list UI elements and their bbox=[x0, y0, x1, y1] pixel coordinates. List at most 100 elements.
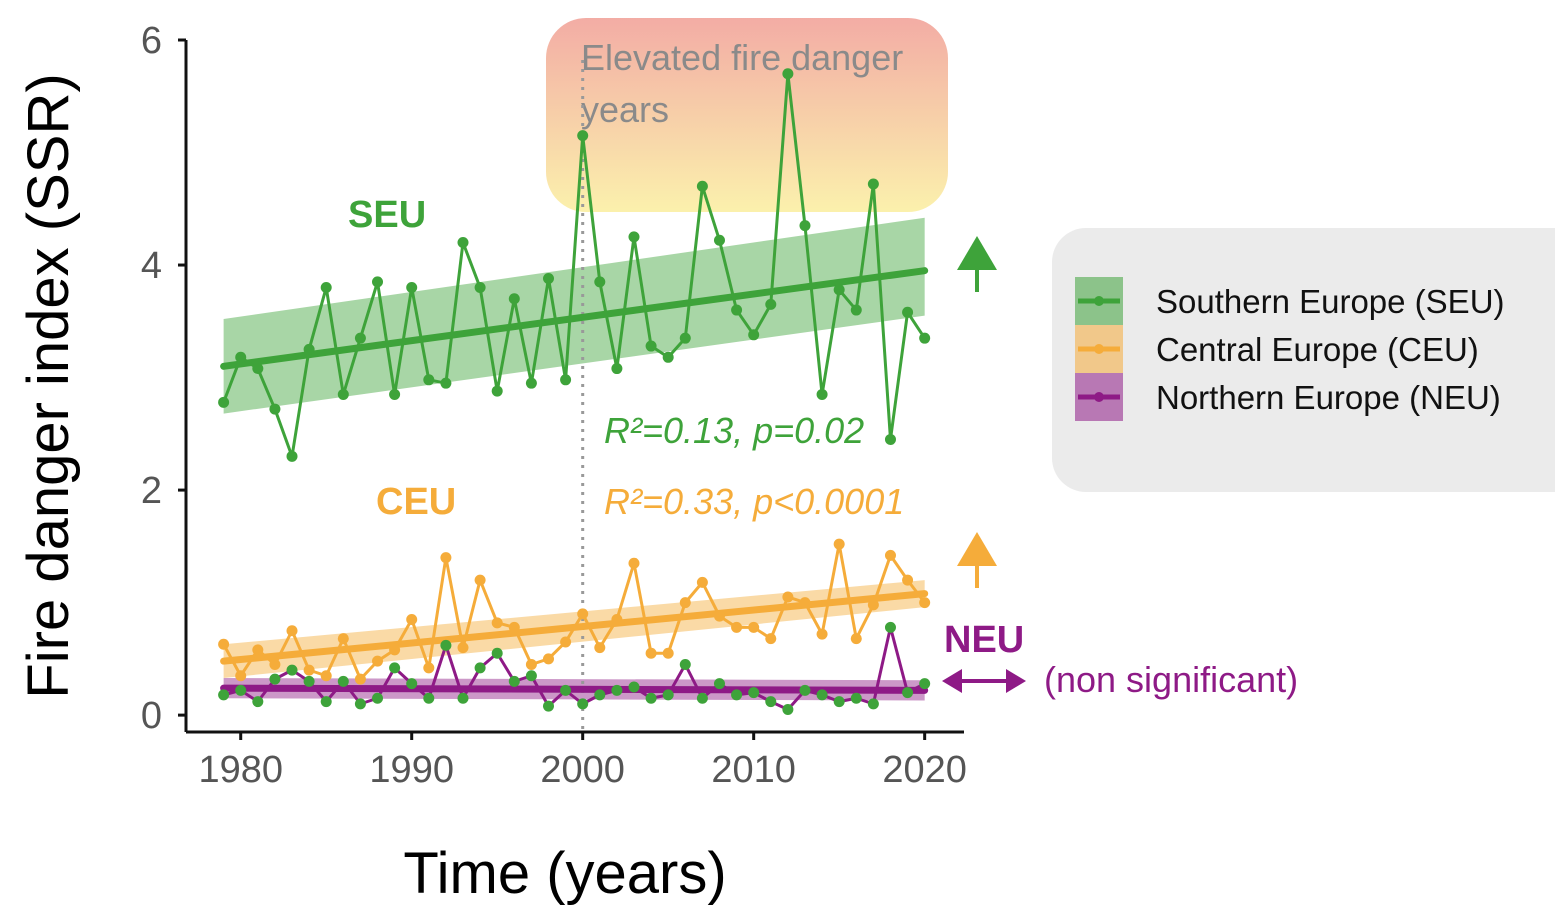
ceu-regression-stats: R²=0.33, p<0.0001 bbox=[604, 481, 904, 522]
seu-data-point bbox=[560, 374, 572, 386]
ceu-data-point bbox=[696, 576, 708, 588]
ceu-data-point bbox=[235, 670, 247, 682]
seu-data-point bbox=[457, 237, 469, 249]
ceu-data-point bbox=[457, 642, 469, 654]
ceu-data-point bbox=[252, 644, 264, 656]
data-series bbox=[218, 68, 931, 715]
seu-data-point bbox=[286, 450, 298, 462]
neu-non-significant-note: (non significant) bbox=[1044, 659, 1298, 700]
seu-data-point bbox=[748, 329, 760, 341]
ceu-data-point bbox=[508, 621, 520, 633]
neu-data-point bbox=[731, 689, 743, 701]
ceu-data-point bbox=[748, 621, 760, 633]
legend-item-neu: Northern Europe (NEU) bbox=[1075, 373, 1501, 421]
ceu-data-point bbox=[406, 613, 418, 625]
neu-data-point bbox=[577, 698, 589, 710]
neu-data-point bbox=[457, 692, 469, 704]
y-tick-label: 0 bbox=[141, 695, 162, 737]
legend: Southern Europe (SEU) Central Europe (CEU… bbox=[1052, 228, 1555, 492]
ceu-data-point bbox=[679, 597, 691, 609]
seu-data-point bbox=[594, 276, 606, 288]
seu-data-point bbox=[389, 388, 401, 400]
ceu-data-point bbox=[525, 658, 537, 670]
y-ticks: 0 2 4 6 bbox=[141, 20, 186, 737]
neu-data-point bbox=[850, 692, 862, 704]
highlight-area: Elevated fire danger years bbox=[546, 18, 948, 212]
seu-data-point bbox=[782, 68, 794, 80]
seu-region-label: SEU bbox=[348, 194, 426, 236]
ceu-data-point bbox=[389, 644, 401, 656]
seu-increase-arrow-icon bbox=[957, 236, 997, 292]
neu-data-point bbox=[286, 664, 298, 676]
ceu-data-point bbox=[354, 673, 366, 685]
neu-data-point bbox=[354, 698, 366, 710]
ceu-data-point bbox=[611, 613, 623, 625]
seu-data-point bbox=[440, 377, 452, 389]
ceu-data-point bbox=[782, 591, 794, 603]
seu-data-point bbox=[218, 396, 230, 408]
ceu-data-point bbox=[337, 633, 349, 645]
neu-data-point bbox=[525, 670, 537, 682]
neu-data-point bbox=[645, 692, 657, 704]
ceu-region-label: CEU bbox=[376, 481, 456, 523]
seu-data-point bbox=[372, 276, 384, 288]
seu-data-point bbox=[679, 332, 691, 344]
x-tick-label: 1980 bbox=[198, 749, 283, 791]
seu-data-point bbox=[799, 220, 811, 232]
ceu-data-point bbox=[816, 628, 828, 640]
ceu-data-point bbox=[645, 647, 657, 659]
neu-data-point bbox=[679, 658, 691, 670]
legend-label: Northern Europe (NEU) bbox=[1156, 379, 1501, 416]
neu-data-point bbox=[884, 621, 896, 633]
y-axis-title: Fire danger index (SSR) bbox=[16, 73, 81, 698]
x-tick-label: 2000 bbox=[540, 749, 625, 791]
neu-data-point bbox=[542, 700, 554, 712]
ceu-data-point bbox=[713, 610, 725, 622]
seu-data-point bbox=[833, 284, 845, 296]
seu-regression-stats: R²=0.13, p=0.02 bbox=[604, 410, 864, 451]
ceu-data-point bbox=[423, 662, 435, 674]
seu-data-point bbox=[303, 343, 315, 355]
x-ticks: 1980 1990 2000 2010 2020 bbox=[198, 732, 967, 791]
seu-data-point bbox=[474, 282, 486, 294]
seu-data-point bbox=[525, 377, 537, 389]
ceu-series-line bbox=[222, 542, 926, 681]
seu-data-point bbox=[765, 298, 777, 310]
seu-data-point bbox=[731, 304, 743, 316]
elevated-danger-label-line1: Elevated fire danger bbox=[581, 37, 903, 78]
ceu-data-point bbox=[919, 597, 931, 609]
ceu-data-point bbox=[320, 670, 332, 682]
seu-data-point bbox=[577, 130, 589, 142]
seu-data-point bbox=[406, 282, 418, 294]
neu-data-point bbox=[269, 673, 281, 685]
seu-data-point bbox=[423, 374, 435, 386]
x-tick-label: 1990 bbox=[369, 749, 454, 791]
ceu-data-point bbox=[218, 638, 230, 650]
neu-data-point bbox=[235, 684, 247, 696]
legend-background bbox=[1052, 228, 1555, 492]
ceu-data-point bbox=[542, 653, 554, 665]
neu-data-point bbox=[867, 698, 879, 710]
seu-data-point bbox=[337, 388, 349, 400]
neu-data-point bbox=[406, 678, 418, 690]
legend-item-ceu: Central Europe (CEU) bbox=[1075, 325, 1479, 373]
ceu-data-point bbox=[372, 655, 384, 667]
seu-data-point bbox=[713, 234, 725, 246]
seu-series bbox=[218, 68, 931, 462]
ceu-data-point bbox=[491, 617, 503, 629]
neu-data-point bbox=[696, 692, 708, 704]
y-tick-label: 6 bbox=[141, 20, 162, 62]
neu-data-point bbox=[594, 689, 606, 701]
axes: 0 2 4 6 1980 1990 2000 2010 2020 bbox=[141, 20, 967, 791]
x-tick-label: 2010 bbox=[711, 749, 796, 791]
neu-data-point bbox=[902, 687, 914, 699]
ceu-data-point bbox=[884, 549, 896, 561]
elevated-danger-label-line2: years bbox=[581, 89, 669, 130]
ceu-data-point bbox=[594, 642, 606, 654]
ceu-increase-arrow-icon bbox=[957, 532, 997, 588]
ceu-data-point bbox=[577, 608, 589, 620]
seu-series-line bbox=[222, 72, 926, 458]
neu-data-point bbox=[372, 692, 384, 704]
seu-data-point bbox=[919, 332, 931, 344]
neu-data-point bbox=[713, 678, 725, 690]
